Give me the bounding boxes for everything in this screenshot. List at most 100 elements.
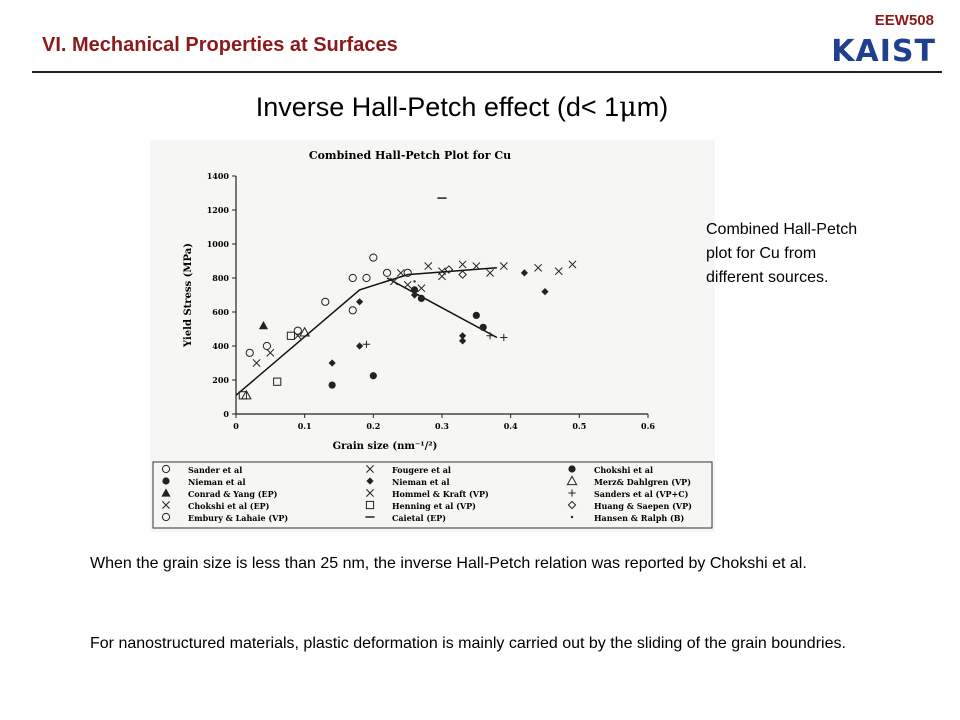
slide-title: Inverse Hall-Petch effect (d< 1μm)	[0, 92, 924, 123]
chart-legend-marker	[366, 477, 374, 485]
chart-legend-marker	[568, 465, 576, 473]
chart-point	[438, 272, 446, 281]
chart-legend: Sander et al Nieman et al Conrad & Yang (E…	[161, 464, 692, 523]
chart-legend-marker	[570, 515, 574, 519]
chart-point	[568, 260, 577, 269]
chart-y-tick-label: 800	[212, 273, 229, 283]
chart-point	[389, 277, 398, 286]
chart-point	[417, 284, 426, 293]
chart-point	[486, 268, 495, 277]
chart-y-tick-label: 1400	[207, 171, 230, 181]
chart-legend-label: Chokshi et al (EP)	[188, 501, 270, 511]
chart-y-tick-label: 0	[223, 409, 229, 419]
chart-point	[424, 262, 433, 271]
chart-x-axis-label: Grain size (nm⁻¹/²)	[333, 441, 438, 452]
chart-legend-marker	[161, 512, 171, 522]
chart-title: Combined Hall-Petch Plot for Cu	[309, 149, 511, 162]
figure-caption: Combined Hall-Petch plot for Cu from dif…	[706, 221, 858, 286]
chart-legend-label: Caietal (EP)	[392, 513, 446, 523]
chart-legend-marker	[567, 500, 577, 510]
chart-point	[328, 359, 336, 367]
chart-point	[472, 262, 481, 271]
chart-point	[245, 348, 254, 357]
chart-legend-label: Nieman et al	[188, 477, 245, 487]
chart-legend-label: Nieman et al	[392, 477, 449, 487]
chart-point	[321, 297, 330, 306]
slide-title-suffix: m)	[636, 92, 669, 122]
chart-point	[356, 342, 364, 350]
chart-legend-box	[152, 461, 713, 529]
chart-legend-label: Fougere et al	[392, 465, 451, 475]
chart-point	[369, 253, 378, 262]
chart-y-tick-label: 600	[212, 307, 229, 317]
chart-legend-marker	[365, 500, 375, 510]
chart-trend-line	[235, 267, 497, 396]
chart-legend-marker	[162, 477, 170, 485]
chart-point	[362, 340, 371, 348]
chart-y-tick-label: 200	[212, 375, 229, 385]
chart-point	[459, 337, 467, 345]
chart-x-tick-label: 0	[233, 421, 239, 431]
chart-legend-label: Henning et al (VP)	[392, 501, 476, 511]
chart-point	[293, 326, 302, 335]
chart-point	[444, 265, 454, 274]
chart-point	[410, 291, 419, 299]
chart-point	[486, 332, 494, 340]
paragraph-inverse-hall-petch: When the grain size is less than 25 nm, …	[90, 555, 807, 572]
chart-point	[472, 311, 480, 319]
chart-x-tick-label: 0.5	[572, 421, 586, 431]
section-title: VI. Mechanical Properties at Surfaces	[42, 34, 398, 56]
chart-point	[403, 268, 412, 277]
chart-point	[362, 273, 371, 283]
chart-point	[252, 359, 261, 367]
chart-point	[458, 260, 467, 269]
chart-point	[286, 331, 296, 340]
chart-point	[299, 326, 311, 337]
chart-point	[554, 267, 563, 276]
chart-point	[382, 268, 392, 277]
kaist-logo: KAIST	[831, 34, 936, 69]
chart-legend-marker	[161, 464, 171, 474]
chart-legend-marker	[162, 501, 170, 509]
chart-legend-label: Conrad & Yang (EP)	[188, 489, 278, 499]
course-code: EEW508	[874, 12, 934, 29]
chart-legend-label: Sanders et al (VP+C)	[594, 489, 689, 499]
slide-title-prefix: Inverse Hall-Petch effect (d< 1	[255, 92, 620, 122]
paragraph-nanostructured: For nanostructured materials, plastic de…	[90, 635, 846, 652]
slide-title-mu: μ	[619, 92, 637, 123]
chart-legend-marker	[568, 489, 576, 497]
chart-point	[410, 286, 419, 294]
chart-legend-marker	[161, 488, 171, 497]
chart-point	[458, 270, 467, 279]
chart-point	[266, 348, 275, 357]
chart-legend-label: Embury & Lahaie (VP)	[188, 513, 288, 523]
chart-point	[258, 321, 269, 330]
chart-legend-label: Chokshi et al	[594, 465, 653, 475]
chart-y-tick-label: 1200	[207, 205, 230, 215]
chart-legend-label: Hommel & Kraft (VP)	[392, 489, 489, 499]
chart-x-tick-label: 0.4	[504, 421, 518, 431]
chart-point	[328, 381, 336, 389]
chart-legend-marker	[366, 489, 374, 497]
chart-point	[534, 263, 543, 272]
chart-legend-label: Merz& Dahlgren (VP)	[594, 477, 691, 487]
chart-point	[417, 294, 425, 302]
chart-point	[403, 280, 412, 289]
chart-x-tick-label: 0.1	[298, 421, 312, 431]
chart-x-tick-label: 0.3	[435, 421, 449, 431]
chart-legend-marker	[366, 465, 374, 473]
chart-background	[150, 140, 715, 532]
chart-point	[499, 262, 508, 271]
chart-point	[396, 268, 405, 277]
chart-point	[520, 269, 528, 277]
chart-point	[262, 341, 272, 351]
hall-petch-chart: Combined Hall-Petch Plot for Cu Grain si…	[150, 140, 715, 532]
chart-legend-marker	[566, 475, 578, 486]
chart-legend-label: Sander et al	[188, 465, 242, 475]
chart-point	[348, 273, 357, 283]
chart-y-tick-label: 1000	[207, 239, 230, 249]
chart-legend-label: Hansen & Ralph (B)	[594, 513, 685, 523]
chart-x-tick-label: 0.6	[641, 421, 655, 431]
chart-point	[348, 306, 357, 315]
chart-axes: 0 200 400 600 800 1000 1200 1400 0 0.1 0.2 0.3 0.4 0.…	[207, 171, 656, 431]
